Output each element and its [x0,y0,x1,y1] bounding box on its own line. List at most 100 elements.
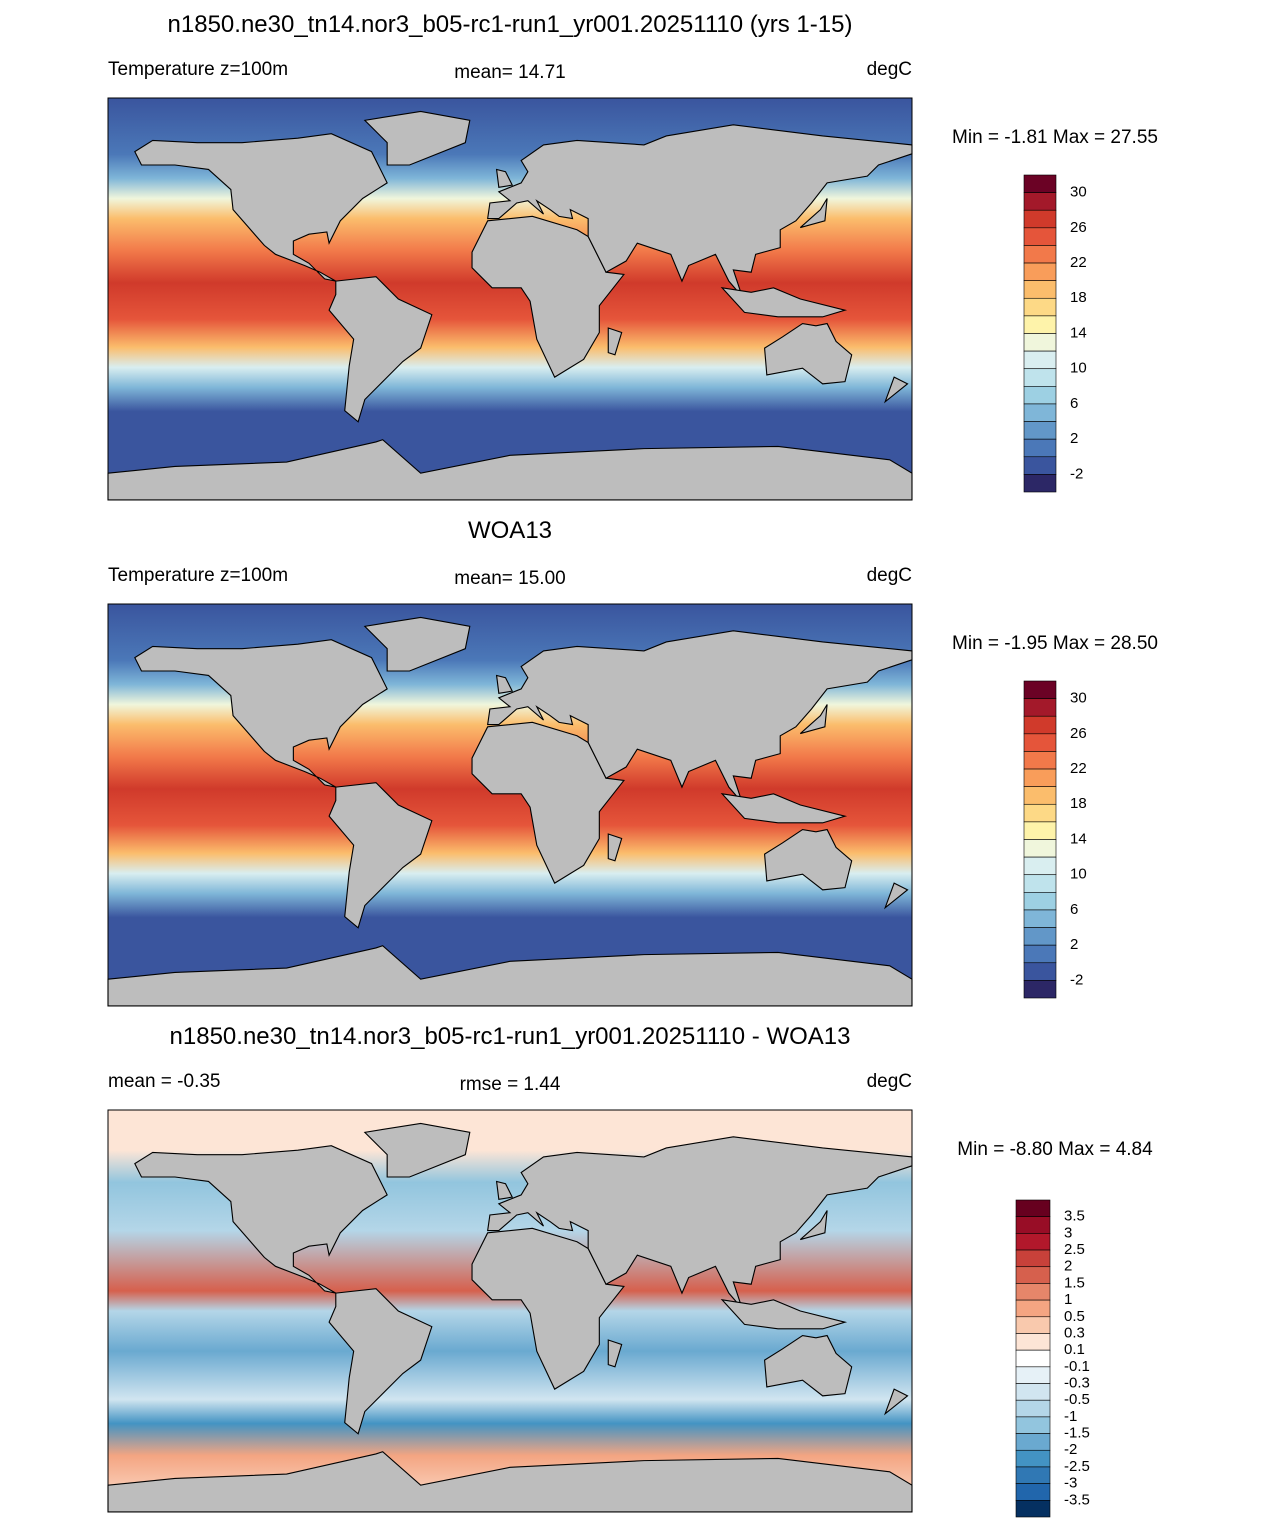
colorbar-label: -2 [1070,971,1083,988]
colorbar-box [1023,751,1057,770]
colorbar-box [1023,192,1057,211]
panel-title: n1850.ne30_tn14.nor3_b05-rc1-run1_yr001.… [170,1023,851,1050]
colorbar-box [1023,962,1057,981]
colorbar-box [1023,403,1057,422]
colorbar-box [1023,421,1057,440]
colorbar-box [1015,1416,1051,1434]
colorbar-box [1023,839,1057,858]
colorbar-label: 2.5 [1064,1241,1085,1258]
left-label: Temperature z=100m [108,565,288,586]
panel-title: WOA13 [468,517,552,544]
colorbar-box [1023,892,1057,911]
colorbar-box [1015,1466,1051,1484]
colorbar-label: 1.5 [1064,1274,1085,1291]
colorbar-label: 0.5 [1064,1308,1085,1325]
colorbar-box [1023,874,1057,893]
colorbar-label: -3.5 [1064,1491,1090,1508]
left-label: mean = -0.35 [108,1071,221,1092]
colorbar-box [1015,1433,1051,1451]
panel: n1850.ne30_tn14.nor3_b05-rc1-run1_yr001.… [107,1023,1153,1518]
colorbar-box [1015,1199,1051,1217]
center-label: rmse = 1.44 [460,1074,561,1095]
colorbar-box [1023,821,1057,840]
units-label: degC [867,59,912,80]
colorbar-label: 10 [1070,866,1087,883]
colorbar-box [1015,1216,1051,1234]
colorbar-box [1023,262,1057,281]
colorbar-label: 26 [1070,725,1087,742]
colorbar-label: 0.1 [1064,1341,1085,1358]
colorbar-box [1023,297,1057,317]
colorbar-box [1015,1266,1051,1284]
colorbar-label: 14 [1070,324,1087,341]
panel: WOA13 Temperature z=100m mean= 15.00 degC Mi… [107,517,1158,1007]
colorbar-label: -3 [1064,1475,1077,1492]
colorbar-box [1015,1399,1051,1418]
colorbar-label: 1 [1064,1291,1072,1308]
colorbar-box [1015,1299,1051,1318]
min-max-label: Min = -1.95 Max = 28.50 [952,633,1158,654]
colorbar-label: 30 [1070,184,1087,201]
colorbar-label: -2 [1064,1441,1077,1458]
colorbar-box [1015,1283,1051,1301]
colorbar-box [1023,227,1057,246]
colorbar-box [1023,803,1057,823]
colorbar-box [1015,1349,1051,1368]
units-label: degC [867,565,912,586]
colorbar-box [1023,786,1057,805]
colorbar-label: 14 [1070,830,1087,847]
colorbar-box [1023,909,1057,928]
colorbar-label: -1.5 [1064,1425,1090,1442]
colorbar-box [1023,209,1057,229]
colorbar-box [1015,1449,1051,1468]
colorbar-label: -0.1 [1064,1358,1090,1375]
colorbar-label: 18 [1070,795,1087,812]
map-frame [107,97,913,501]
colorbar-label: 3 [1064,1224,1072,1241]
colorbar-box [1023,438,1057,458]
colorbar-label: 10 [1070,360,1087,377]
min-max-label: Min = -8.80 Max = 4.84 [957,1139,1153,1160]
colorbar-box [1023,456,1057,475]
colorbar-label: 30 [1070,690,1087,707]
panels: n1850.ne30_tn14.nor3_b05-rc1-run1_yr001.… [107,11,1158,1518]
colorbar-label: -1 [1064,1408,1077,1425]
colorbar-label: 2 [1064,1258,1072,1275]
colorbar-box [1023,474,1057,493]
colorbar-box [1015,1500,1051,1518]
units-label: degC [867,1071,912,1092]
colorbar-label: 6 [1070,901,1078,918]
colorbar-label: 2 [1070,430,1078,447]
colorbar-box [1023,315,1057,334]
colorbar-label: 0.3 [1064,1324,1085,1341]
colorbar-box [1023,386,1057,405]
min-max-label: Min = -1.81 Max = 27.55 [952,127,1158,148]
colorbar-box [1023,680,1057,699]
colorbar-label: 2 [1070,936,1078,953]
colorbar-label: 6 [1070,395,1078,412]
map-frame [107,603,913,1007]
colorbar-label: -0.3 [1064,1374,1090,1391]
colorbar-box [1023,350,1057,370]
colorbar-box [1023,980,1057,999]
colorbar-box [1015,1233,1051,1251]
colorbar-label: 22 [1070,760,1087,777]
colorbar-box [1023,698,1057,717]
colorbar-box [1015,1483,1051,1501]
colorbar-box [1023,715,1057,735]
colorbar-label: -2 [1070,465,1083,482]
center-label: mean= 14.71 [454,62,565,83]
colorbar-box [1015,1383,1051,1401]
colorbar-box [1023,174,1057,193]
colorbar-box [1023,245,1057,264]
colorbar-box [1015,1333,1051,1351]
map-frame [107,1109,913,1513]
colorbar-box [1023,768,1057,787]
colorbar-label: 3.5 [1064,1208,1085,1225]
colorbar-label: 18 [1070,289,1087,306]
colorbar-box [1015,1316,1051,1334]
colorbar-box [1023,368,1057,387]
panel: n1850.ne30_tn14.nor3_b05-rc1-run1_yr001.… [107,11,1158,501]
colorbar-box [1023,927,1057,946]
